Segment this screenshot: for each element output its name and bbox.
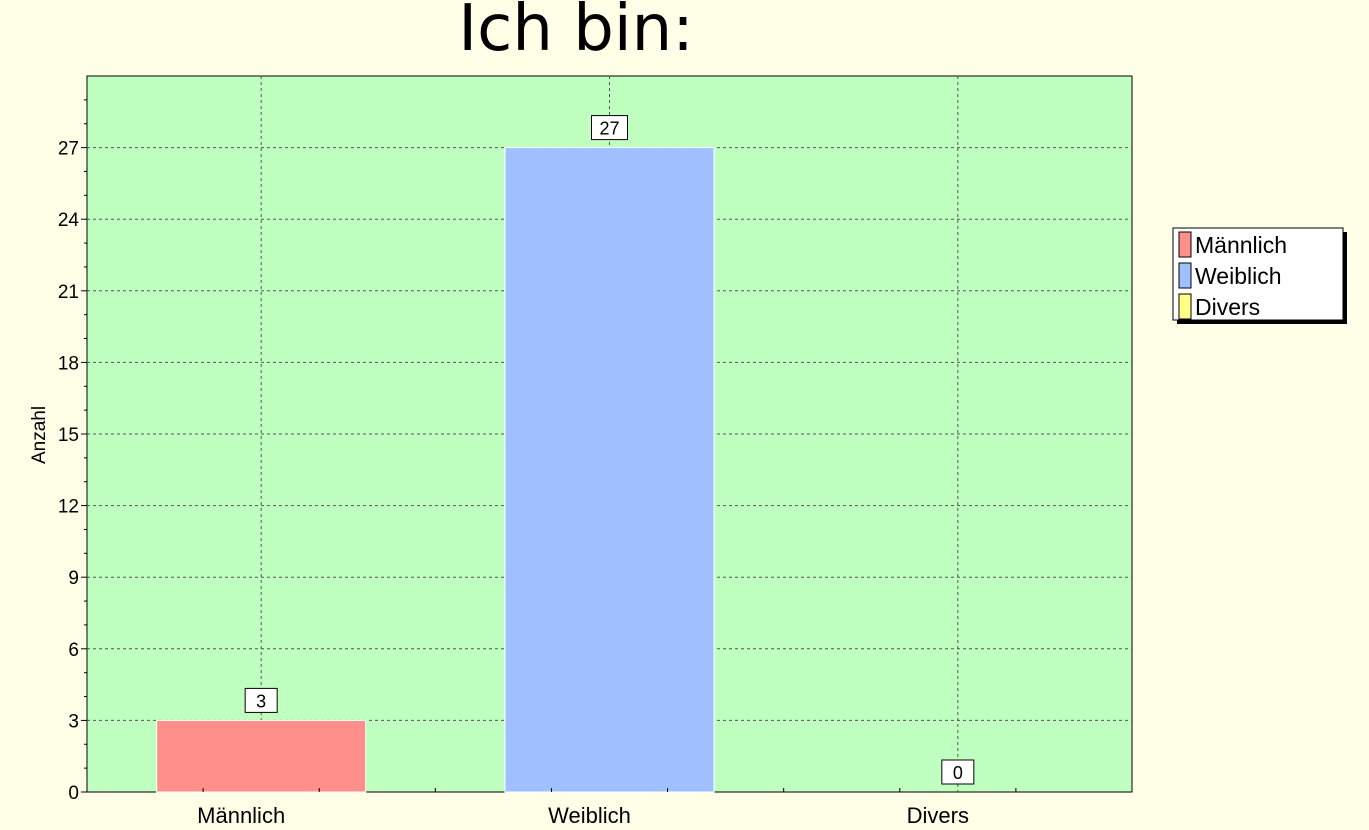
y-tick-label: 6 (68, 640, 79, 661)
y-tick-label: 18 (58, 353, 79, 374)
legend-box (1172, 227, 1344, 321)
bar (504, 147, 715, 793)
data-label: 0 (953, 763, 963, 783)
data-label-box (591, 115, 628, 141)
y-tick-label: 24 (58, 210, 80, 231)
chart-title: Ich bin: (458, 0, 694, 66)
data-label: 27 (599, 119, 619, 139)
y-tick-label: 0 (68, 783, 79, 804)
data-label: 3 (256, 691, 266, 711)
legend: Männlich Weiblich Divers (1172, 227, 1347, 324)
y-axis-label: Anzahl (29, 406, 50, 464)
legend-swatch (1178, 293, 1192, 320)
axes: 0 3 6 9 12 15 18 21 24 27 Männlich Weiblich Divers (58, 99, 1133, 828)
y-tick-label: 3 (68, 711, 79, 732)
data-label-box (941, 759, 975, 785)
legend-label: Männlich (1195, 232, 1287, 258)
bars (156, 147, 715, 793)
bar (156, 719, 367, 793)
y-tick-label: 27 (58, 139, 79, 160)
legend-swatch (1178, 231, 1192, 258)
legend-label: Divers (1195, 294, 1260, 320)
x-tick-label: Männlich (197, 803, 285, 828)
y-tick-label: 21 (58, 282, 79, 303)
data-labels: 3 27 0 (244, 115, 975, 785)
y-tick-label: 12 (58, 497, 79, 518)
data-label-box (244, 687, 278, 713)
y-tick-label: 9 (68, 568, 79, 589)
legend-swatch (1178, 262, 1192, 289)
x-tick-label: Divers (907, 803, 969, 828)
x-tick-label: Weiblich (548, 803, 631, 828)
y-tick-label: 15 (58, 425, 79, 446)
legend-label: Weiblich (1195, 263, 1282, 289)
